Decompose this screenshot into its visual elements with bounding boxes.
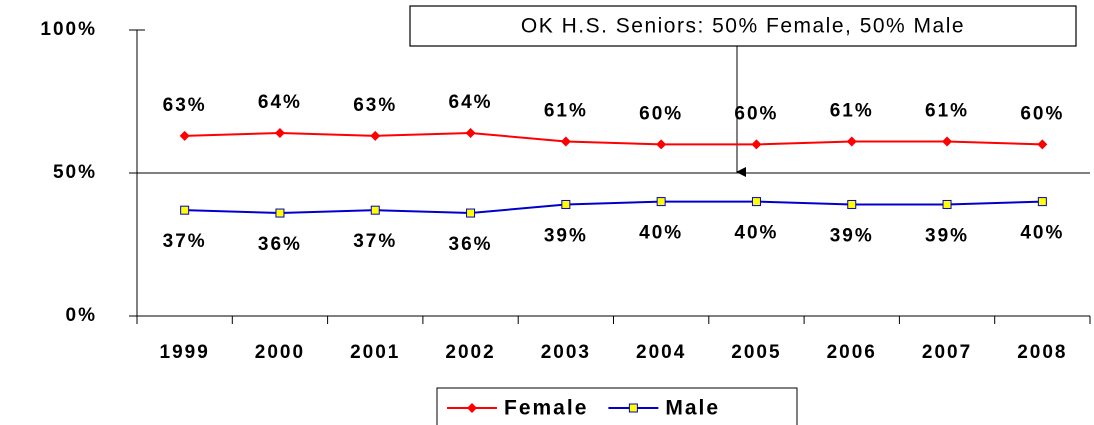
- data-label: 40%: [734, 223, 778, 244]
- point: [180, 205, 190, 215]
- x-tick-label: 2005: [731, 342, 781, 363]
- point: [1037, 139, 1048, 150]
- point: [751, 197, 761, 207]
- point: [275, 208, 285, 218]
- point: [656, 139, 667, 150]
- data-label: 60%: [639, 103, 683, 124]
- data-label: 63%: [353, 95, 397, 116]
- point: [274, 127, 285, 138]
- point: [466, 208, 476, 218]
- x-tick-label: 2001: [350, 342, 400, 363]
- y-tick-label: 0%: [66, 305, 97, 326]
- point: [560, 136, 571, 147]
- point: [370, 130, 381, 141]
- data-label: 63%: [163, 95, 207, 116]
- annotation-text: OK H.S. Seniors: 50% Female, 50% Male: [521, 15, 965, 38]
- point: [465, 127, 476, 138]
- x-tick-label: 2006: [827, 342, 877, 363]
- legend-label: Male: [665, 397, 720, 420]
- data-label: 61%: [925, 101, 969, 122]
- x-tick-label: 2008: [1017, 342, 1067, 363]
- x-tick-label: 2002: [445, 342, 495, 363]
- data-label: 40%: [1020, 223, 1064, 244]
- legend-marker: [628, 403, 638, 413]
- data-label: 64%: [258, 92, 302, 113]
- series-line: [184, 131, 1043, 146]
- x-tick-label: 2000: [255, 342, 305, 363]
- legend-marker: [467, 403, 477, 413]
- data-label: 60%: [1020, 103, 1064, 124]
- point: [1037, 197, 1047, 207]
- point: [656, 197, 666, 207]
- x-tick-label: 2004: [636, 342, 686, 363]
- legend-label: Female: [504, 397, 588, 420]
- y-tick-label: 50%: [53, 162, 97, 183]
- x-tick-label: 1999: [160, 342, 210, 363]
- data-label: 37%: [353, 231, 397, 252]
- data-label: 36%: [258, 234, 302, 255]
- point: [942, 136, 953, 147]
- series-line: [184, 200, 1043, 215]
- data-label: 36%: [449, 234, 493, 255]
- data-label: 61%: [830, 101, 874, 122]
- data-label: 39%: [925, 225, 969, 246]
- point: [561, 199, 571, 209]
- annotation-box: [409, 5, 1077, 47]
- x-tick-label: 2003: [541, 342, 591, 363]
- y-tick-label: 100%: [40, 19, 97, 40]
- point: [846, 136, 857, 147]
- point: [179, 130, 190, 141]
- data-label: 60%: [734, 103, 778, 124]
- data-label: 64%: [449, 92, 493, 113]
- x-tick-label: 2007: [922, 342, 972, 363]
- point: [370, 205, 380, 215]
- point: [751, 139, 762, 150]
- point: [942, 199, 952, 209]
- data-label: 37%: [163, 231, 207, 252]
- data-label: 39%: [830, 225, 874, 246]
- point: [847, 199, 857, 209]
- legend-box: [436, 387, 798, 425]
- data-label: 40%: [639, 223, 683, 244]
- data-label: 39%: [544, 225, 588, 246]
- data-label: 61%: [544, 101, 588, 122]
